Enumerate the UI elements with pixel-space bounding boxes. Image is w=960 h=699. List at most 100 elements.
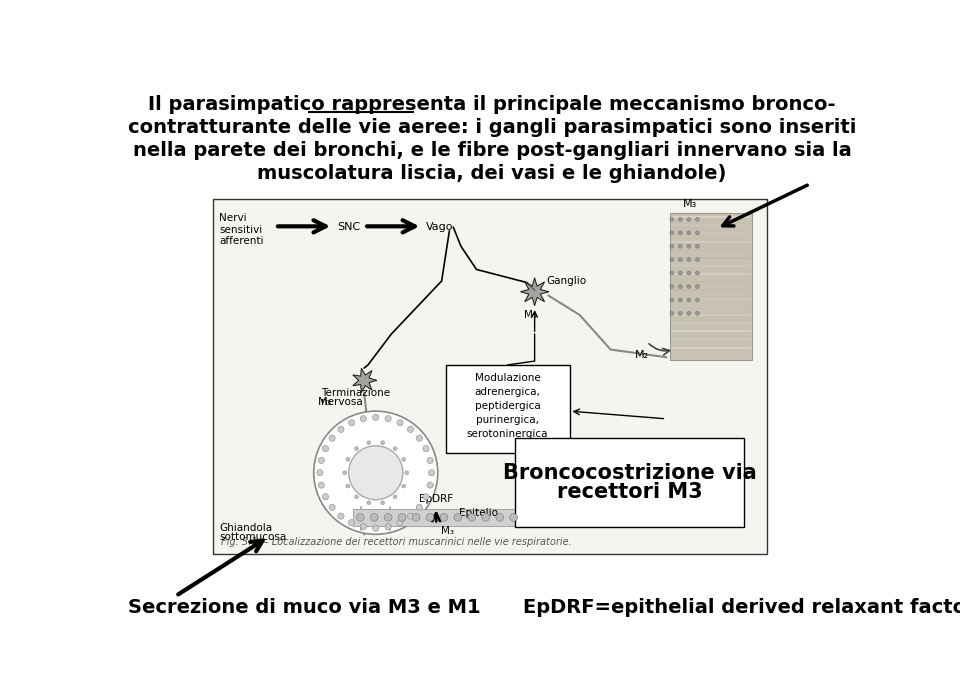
Bar <box>670 213 752 359</box>
Circle shape <box>343 471 347 475</box>
Circle shape <box>423 445 429 452</box>
Circle shape <box>679 231 683 235</box>
Circle shape <box>695 284 699 289</box>
Circle shape <box>407 513 414 519</box>
Circle shape <box>338 426 344 433</box>
Circle shape <box>371 514 378 521</box>
Circle shape <box>372 525 379 531</box>
Circle shape <box>317 470 324 476</box>
Text: M₁: M₁ <box>383 461 396 472</box>
Circle shape <box>687 271 691 275</box>
Circle shape <box>398 514 406 521</box>
Circle shape <box>401 484 406 488</box>
Circle shape <box>679 284 683 289</box>
Text: M₂: M₂ <box>636 350 650 359</box>
Text: nervosa: nervosa <box>322 397 363 408</box>
Text: M₁: M₁ <box>524 310 538 320</box>
Circle shape <box>427 457 433 463</box>
Circle shape <box>401 457 406 461</box>
Circle shape <box>319 482 324 488</box>
Circle shape <box>417 504 422 510</box>
Polygon shape <box>353 368 376 392</box>
Circle shape <box>323 493 328 500</box>
Circle shape <box>356 514 364 521</box>
Bar <box>353 509 523 526</box>
Circle shape <box>348 419 354 426</box>
Circle shape <box>407 426 414 433</box>
Circle shape <box>427 482 433 488</box>
Circle shape <box>348 446 403 500</box>
Circle shape <box>394 447 397 451</box>
Circle shape <box>405 471 409 475</box>
Circle shape <box>496 514 504 521</box>
Circle shape <box>412 514 420 521</box>
Circle shape <box>394 495 397 498</box>
Circle shape <box>482 514 490 521</box>
Circle shape <box>396 419 403 426</box>
Circle shape <box>381 500 385 505</box>
Text: recettori M3: recettori M3 <box>557 482 703 502</box>
Text: M₃: M₃ <box>441 526 454 536</box>
Circle shape <box>670 245 674 248</box>
Circle shape <box>679 271 683 275</box>
Polygon shape <box>520 278 548 305</box>
Text: M₃: M₃ <box>683 199 697 210</box>
Text: Vago: Vago <box>426 222 454 231</box>
Circle shape <box>695 231 699 235</box>
Circle shape <box>381 441 385 445</box>
Circle shape <box>687 217 691 222</box>
Text: Il parasimpatico rappresenta il principale meccanismo bronco-: Il parasimpatico rappresenta il principa… <box>148 94 836 114</box>
Text: Terminazione: Terminazione <box>322 388 391 398</box>
Circle shape <box>428 470 435 476</box>
Circle shape <box>385 416 392 421</box>
Text: SNC: SNC <box>337 222 360 231</box>
Circle shape <box>670 258 674 261</box>
Circle shape <box>454 514 462 521</box>
Circle shape <box>360 524 367 530</box>
Circle shape <box>670 312 674 315</box>
Text: EpDRF=epithelial derived relaxant factor: EpDRF=epithelial derived relaxant factor <box>523 598 960 617</box>
Circle shape <box>679 298 683 302</box>
Text: Ganglio: Ganglio <box>546 276 587 287</box>
Text: Fig. 5.1. – Localizzazione dei recettori muscarinici nelle vie respiratorie.: Fig. 5.1. – Localizzazione dei recettori… <box>221 538 571 547</box>
Circle shape <box>329 504 335 510</box>
Circle shape <box>440 514 447 521</box>
Circle shape <box>695 298 699 302</box>
Circle shape <box>687 258 691 261</box>
Circle shape <box>372 415 379 420</box>
Circle shape <box>687 312 691 315</box>
Circle shape <box>323 445 328 452</box>
Bar <box>445 365 569 454</box>
Text: nella parete dei bronchi, e le fibre post-gangliari innervano sia la: nella parete dei bronchi, e le fibre pos… <box>132 141 852 160</box>
Circle shape <box>360 416 367 421</box>
Text: sottomucosa: sottomucosa <box>219 532 286 542</box>
Text: Nervi
sensitivi
afferenti: Nervi sensitivi afferenti <box>219 213 264 247</box>
Circle shape <box>695 245 699 248</box>
Text: M₃: M₃ <box>318 397 332 408</box>
Circle shape <box>354 495 358 498</box>
Circle shape <box>367 441 371 445</box>
Text: EpDRF: EpDRF <box>420 494 453 504</box>
Circle shape <box>670 217 674 222</box>
Circle shape <box>319 457 324 463</box>
Circle shape <box>687 245 691 248</box>
Circle shape <box>679 258 683 261</box>
Text: contratturante delle vie aeree: i gangli parasimpatici sono inseriti: contratturante delle vie aeree: i gangli… <box>128 117 856 137</box>
Text: Ghiandola: Ghiandola <box>219 523 273 533</box>
Circle shape <box>679 245 683 248</box>
Circle shape <box>687 231 691 235</box>
Circle shape <box>670 231 674 235</box>
Circle shape <box>384 514 392 521</box>
Circle shape <box>396 519 403 526</box>
Circle shape <box>338 513 344 519</box>
Circle shape <box>354 447 358 451</box>
Circle shape <box>314 411 438 534</box>
Bar <box>516 438 744 526</box>
Circle shape <box>695 312 699 315</box>
Circle shape <box>385 524 392 530</box>
Circle shape <box>695 258 699 261</box>
Circle shape <box>346 484 349 488</box>
Circle shape <box>423 493 429 500</box>
Text: Modulazione
adrenergica,
peptidergica
purinergica,
serotoninergica: Modulazione adrenergica, peptidergica pu… <box>467 373 548 439</box>
Circle shape <box>687 298 691 302</box>
